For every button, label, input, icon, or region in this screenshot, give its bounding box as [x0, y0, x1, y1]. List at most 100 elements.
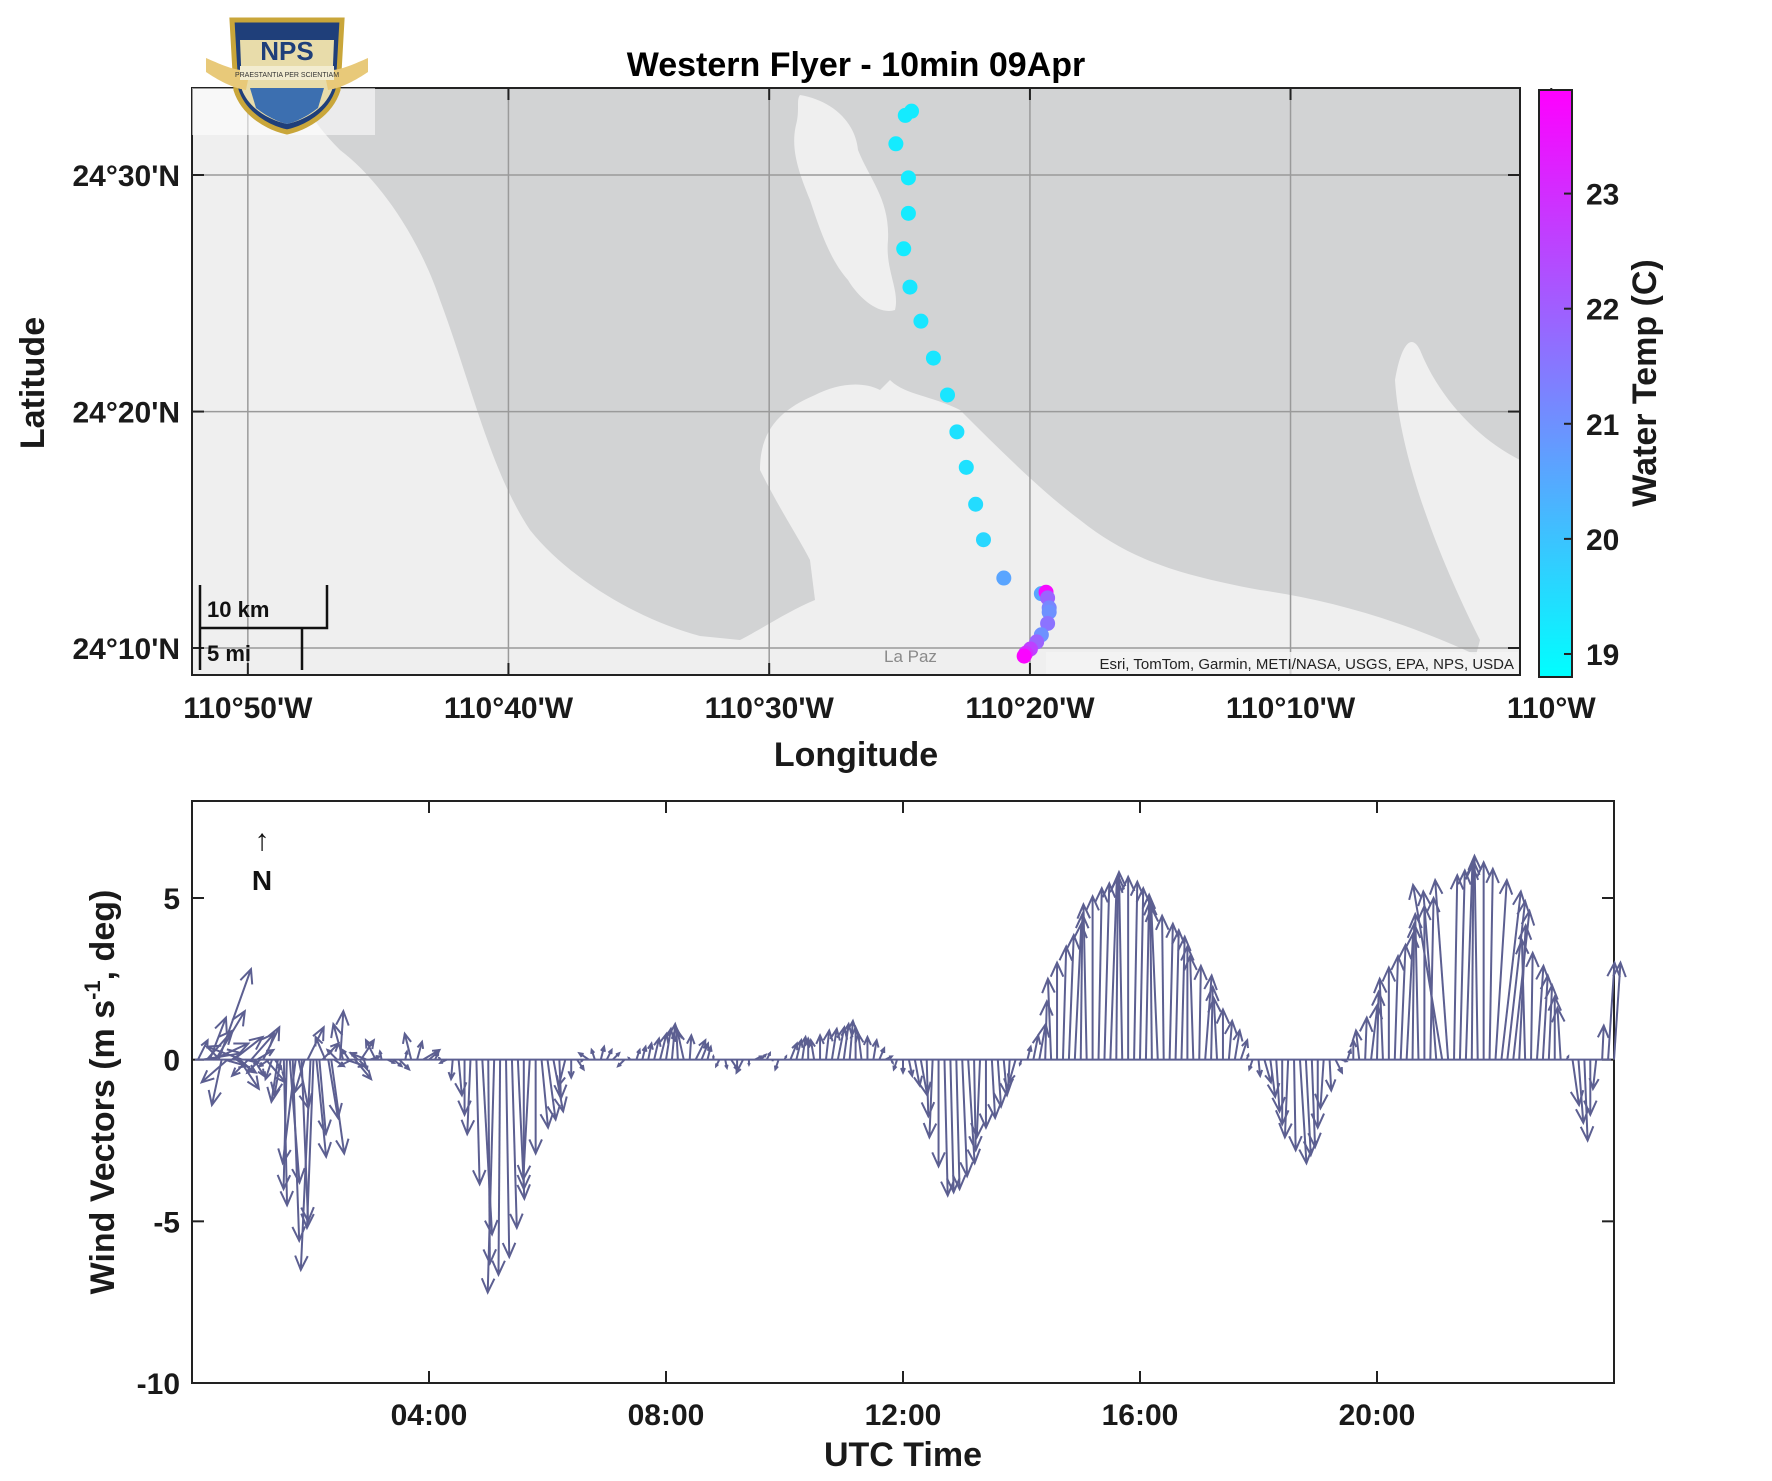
map-ylabel: Latitude — [14, 317, 52, 449]
wind-vector — [398, 1058, 411, 1072]
wind-vector — [262, 1025, 281, 1061]
scale-bar-km: 10 km — [207, 597, 269, 622]
wind-vector — [330, 1059, 350, 1156]
wind-tick-label-y: -5 — [153, 1206, 180, 1239]
wind-vector — [1583, 1059, 1598, 1118]
wind-vector — [576, 1059, 585, 1072]
wind-vector — [653, 1036, 662, 1060]
wind-tick-label-x: 12:00 — [865, 1399, 942, 1432]
wind-vector — [217, 966, 254, 1061]
wind-vector — [577, 1051, 590, 1061]
wind-vector — [724, 1059, 729, 1071]
wind-vector — [1551, 1005, 1566, 1060]
wind-vector — [878, 1046, 886, 1061]
wind-vector — [783, 1054, 788, 1061]
wind-tick-label-y: -10 — [137, 1368, 180, 1401]
wind-vector — [257, 1058, 270, 1068]
wind-vector — [317, 1059, 332, 1137]
wind-vector — [327, 1059, 343, 1121]
wind-vector — [1417, 889, 1438, 1060]
wind-vector — [1324, 1059, 1337, 1093]
track-point — [996, 570, 1012, 586]
wind-vector — [362, 1059, 369, 1072]
wind-vector — [1193, 963, 1208, 1060]
wind-vectors — [194, 853, 1627, 1295]
track-point — [1041, 604, 1057, 620]
map-tick-label-x: 110°30'W — [705, 692, 835, 725]
track-point — [940, 387, 956, 403]
wind-vector — [1334, 1059, 1344, 1075]
wind-vector — [1094, 885, 1109, 1060]
wind-vector — [871, 1037, 880, 1060]
track-point — [975, 532, 991, 548]
wind-vector — [199, 1058, 229, 1084]
wind-vector — [808, 1037, 816, 1060]
wind-vector — [641, 1044, 648, 1060]
wind-tick-label-y: 0 — [163, 1045, 180, 1078]
track-point — [888, 136, 904, 152]
colorbar-tick-label: 22 — [1586, 294, 1619, 327]
wind-vector — [1494, 877, 1514, 1060]
wind-vector — [378, 1049, 383, 1060]
map-grid — [192, 88, 1520, 675]
wind-vector — [480, 1059, 496, 1295]
wind-vector — [516, 1059, 532, 1182]
wind-tick-label-x: 20:00 — [1339, 1399, 1416, 1432]
colorbar-tick-label: 20 — [1586, 524, 1619, 557]
map-axes-box — [191, 87, 1521, 676]
wind-tick-label-x: 04:00 — [391, 1399, 468, 1432]
wind-vector — [970, 1059, 985, 1140]
wind-tick-label-y: 5 — [163, 883, 180, 916]
wind-vector — [404, 1049, 409, 1060]
wind-vector — [760, 1053, 768, 1061]
wind-vector — [1307, 1059, 1322, 1150]
wind-ylabel-tail: , deg) — [84, 890, 122, 981]
wind-vector — [277, 1059, 297, 1166]
wind-vector — [992, 1059, 1008, 1109]
wind-vector — [438, 1058, 448, 1064]
wind-vector — [1500, 889, 1527, 1060]
wind-vector — [1449, 872, 1465, 1060]
wind-vector — [509, 1059, 524, 1231]
wind-vector — [528, 1059, 543, 1156]
wind-vector — [605, 1047, 613, 1061]
wind-vector — [1544, 982, 1559, 1060]
wind-vector — [437, 1056, 442, 1061]
colorbar: 19 20 21 22 23 Water Temp (C) — [1538, 89, 1664, 678]
wind-vector — [862, 1034, 872, 1060]
wind-vector — [1314, 1059, 1329, 1111]
track-point — [900, 205, 916, 221]
wind-vector — [686, 1032, 696, 1060]
wind-tick-label-x: 08:00 — [628, 1399, 705, 1432]
map-tick-label-x: 110°20'W — [965, 692, 1095, 725]
track-point — [925, 350, 941, 366]
wind-vector — [700, 1041, 710, 1061]
wind-vector — [491, 1059, 506, 1278]
colorbar-tick-label: 21 — [1586, 409, 1619, 442]
wind-vector — [1428, 877, 1450, 1060]
wind-vector — [1408, 882, 1444, 1060]
wind-vector — [447, 1059, 456, 1082]
wind-vector — [1144, 905, 1160, 1060]
wind-ylabel-sup: -1 — [80, 980, 105, 1000]
wind-vector — [1351, 1028, 1363, 1060]
wind-vector — [1155, 913, 1170, 1060]
track-point — [897, 107, 913, 123]
wind-vector — [364, 1038, 377, 1061]
map-land-island — [794, 95, 897, 311]
wind-vector — [1359, 1015, 1374, 1060]
track-point — [900, 170, 916, 186]
wind-vector — [1141, 892, 1157, 1060]
logo-text: NPS — [260, 36, 313, 66]
track-point — [902, 279, 918, 295]
wind-vector — [1256, 1059, 1264, 1079]
wind-vector — [579, 1058, 584, 1064]
colorbar-label: Water Temp (C) — [1626, 259, 1664, 506]
wind-vector — [1075, 911, 1090, 1060]
wind-vector — [1406, 921, 1422, 1060]
wind-vector — [401, 1031, 413, 1060]
wind-vector — [434, 1051, 440, 1061]
wind-vector — [900, 1059, 906, 1076]
